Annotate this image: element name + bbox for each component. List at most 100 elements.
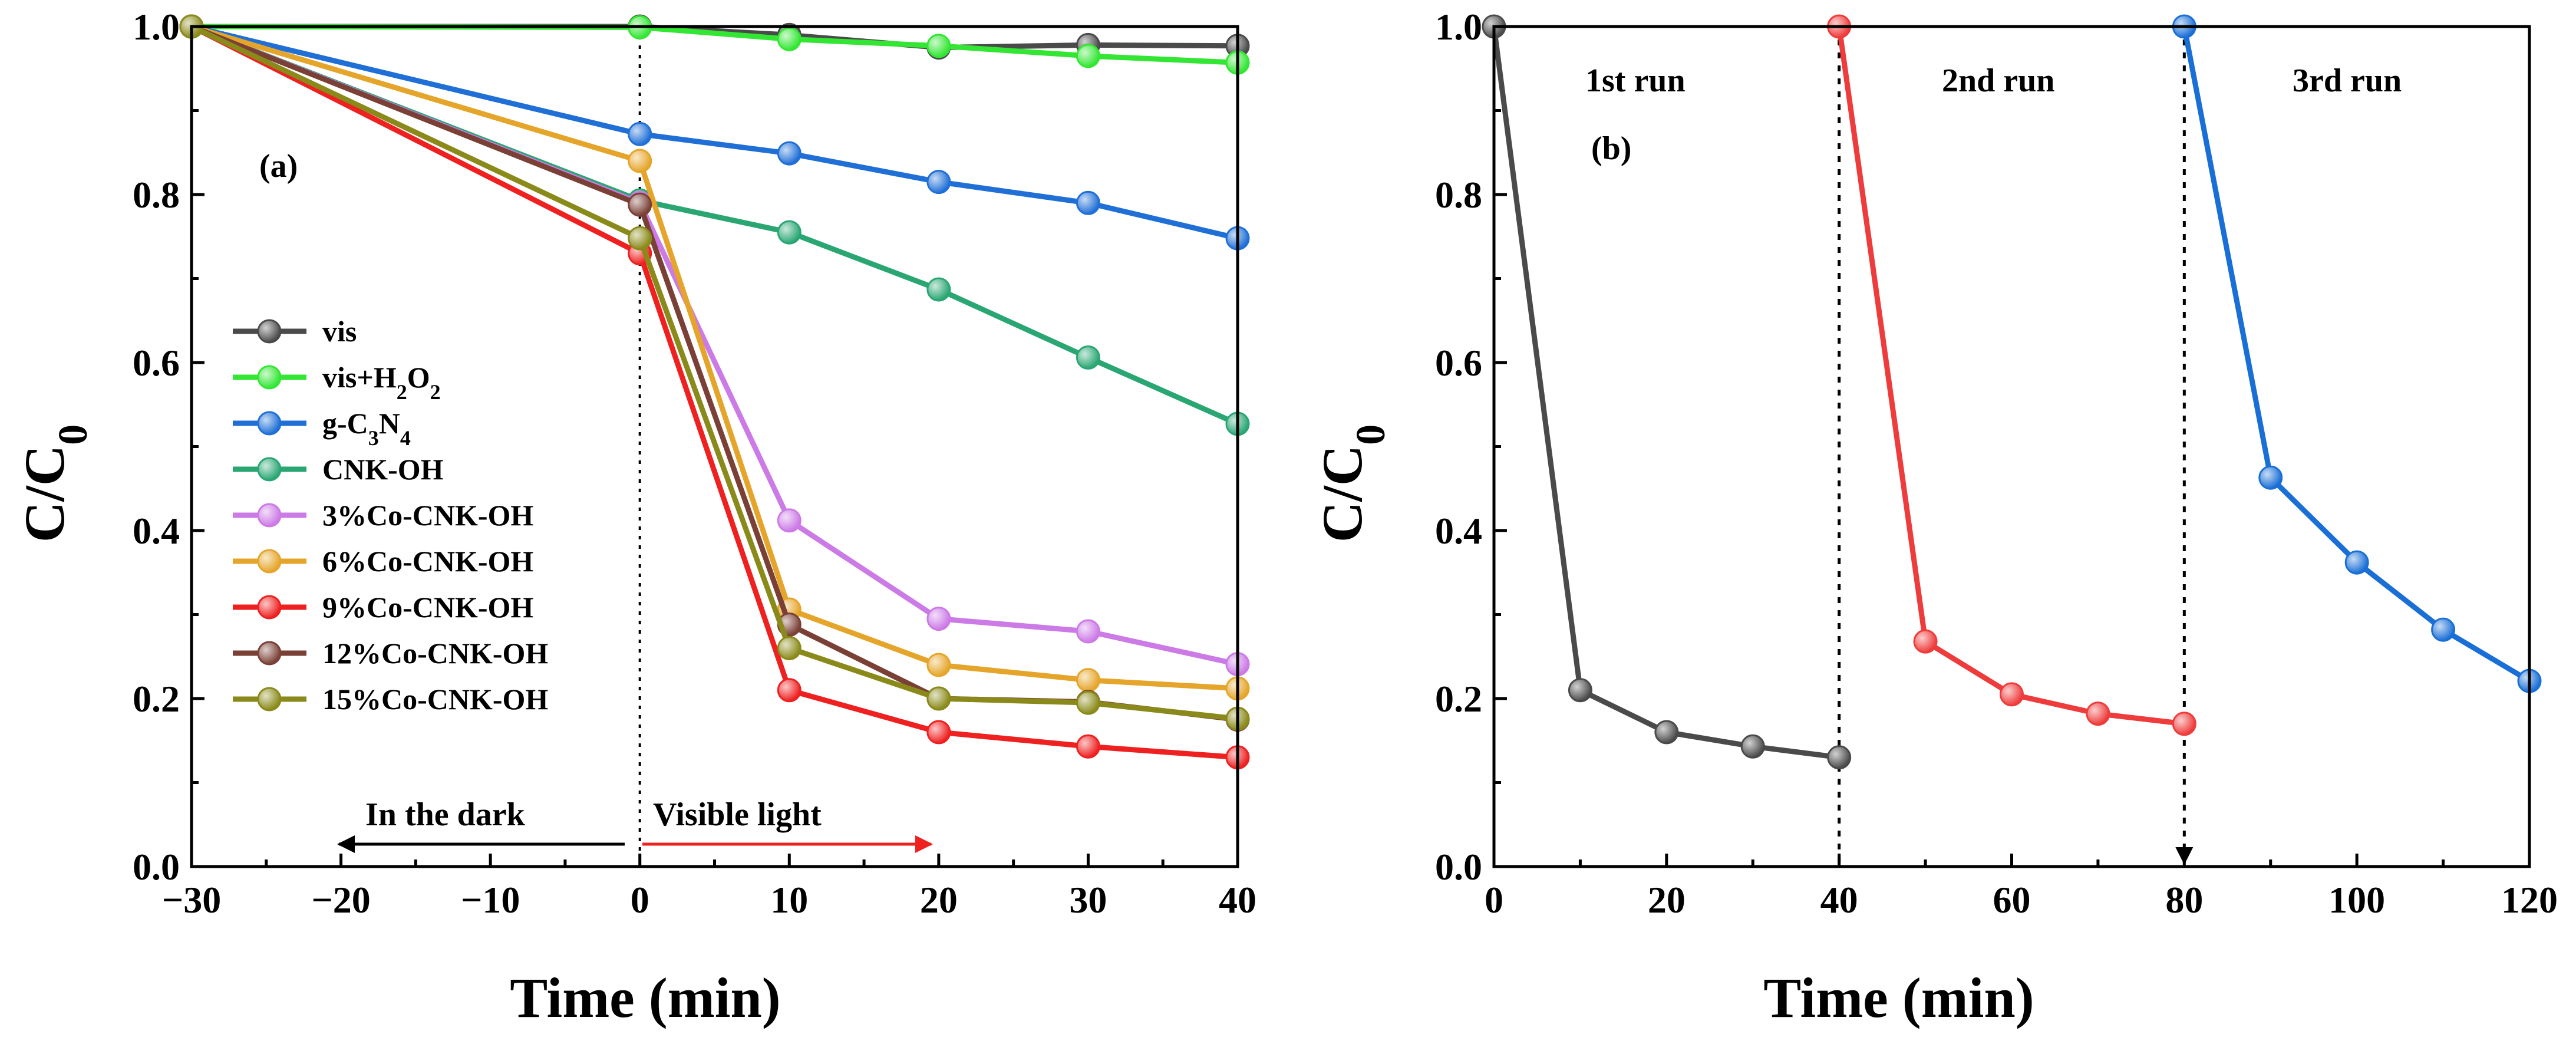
legend-label: 12%Co-CNK-OH bbox=[322, 637, 548, 670]
panel-b-ylabel: C/C0 bbox=[1311, 424, 1394, 542]
series-line-15-co-cnk-oh bbox=[190, 24, 1238, 722]
dark-label: In the dark bbox=[365, 796, 526, 833]
legend-marker bbox=[257, 641, 282, 666]
series-line-6-co-cnk-oh bbox=[190, 24, 1238, 691]
series-line-3rd-run bbox=[2181, 26, 2531, 683]
data-point bbox=[777, 678, 802, 703]
data-point bbox=[1076, 734, 1100, 759]
y-tick-label: 1.0 bbox=[1435, 6, 1482, 48]
data-point bbox=[628, 121, 652, 146]
series-line-9-co-cnk-oh bbox=[190, 24, 1238, 760]
legend-marker bbox=[257, 503, 282, 528]
data-point bbox=[1568, 678, 1592, 703]
data-point bbox=[1076, 345, 1100, 370]
panel-a-ylabel: C/C0 bbox=[13, 424, 96, 542]
legend-item: 6%Co-CNK-OH bbox=[233, 545, 533, 578]
y-tick-label: 0.6 bbox=[1435, 342, 1482, 384]
data-point bbox=[2172, 712, 2196, 736]
data-point bbox=[926, 720, 951, 745]
data-point bbox=[1654, 720, 1679, 745]
data-point bbox=[777, 141, 802, 166]
light-label: Visible light bbox=[653, 796, 822, 833]
data-point bbox=[1913, 629, 1938, 654]
legend-label: vis bbox=[322, 315, 357, 348]
x-tick-label: 10 bbox=[770, 879, 808, 921]
series-line-1st-run bbox=[1491, 26, 1840, 760]
x-tick-label: −30 bbox=[162, 879, 221, 921]
data-point bbox=[628, 226, 652, 251]
panel-a-axes: −30 −20 −10 0 10 20 30 40 0.0 0.2 0.4 0.6 0.8 1.0 bbox=[133, 6, 1256, 921]
panel-a: −30 −20 −10 0 10 20 30 40 0.0 0.2 0.4 0.6 0.8 1.0 vis… bbox=[13, 6, 1256, 1029]
panel-a-xlabel: Time (min) bbox=[510, 966, 781, 1029]
panel-a-label: (a) bbox=[259, 148, 298, 185]
y-tick-label: 1.0 bbox=[133, 6, 180, 48]
y-tick-label: 0.4 bbox=[1435, 510, 1482, 552]
run-label-3: 3rd run bbox=[2293, 62, 2402, 99]
legend-label: 15%Co-CNK-OH bbox=[322, 683, 548, 716]
x-tick-label: 30 bbox=[1069, 879, 1107, 921]
run-label-1: 1st run bbox=[1585, 62, 1686, 99]
legend-marker bbox=[257, 595, 282, 620]
y-tick-label: 0.2 bbox=[1435, 678, 1482, 720]
legend-item: 15%Co-CNK-OH bbox=[233, 683, 548, 716]
data-point bbox=[1076, 190, 1100, 215]
legend-item: 3%Co-CNK-OH bbox=[233, 499, 533, 532]
data-point bbox=[1740, 734, 1765, 759]
legend-item: 9%Co-CNK-OH bbox=[233, 591, 533, 624]
legend-label: g-C3N4 bbox=[322, 407, 411, 450]
data-point bbox=[777, 508, 802, 533]
x-tick-label: −10 bbox=[461, 879, 520, 921]
data-point bbox=[628, 149, 652, 173]
data-point bbox=[926, 170, 951, 195]
panel-a-annotations bbox=[337, 27, 933, 867]
data-point bbox=[1076, 690, 1100, 715]
legend-marker bbox=[257, 411, 282, 436]
y-tick-label: 0.6 bbox=[133, 342, 180, 384]
x-tick-label: 20 bbox=[1648, 879, 1686, 921]
y-tick-label: 0.2 bbox=[133, 678, 180, 720]
data-point bbox=[628, 192, 652, 217]
data-point bbox=[926, 34, 951, 58]
x-tick-label: 80 bbox=[2165, 879, 2203, 921]
y-tick-label: 0.4 bbox=[133, 510, 180, 552]
series-line-2nd-run bbox=[1836, 26, 2185, 727]
data-point bbox=[777, 636, 802, 660]
data-point bbox=[2258, 465, 2283, 490]
legend-item: vis bbox=[233, 315, 357, 348]
data-point bbox=[1076, 619, 1100, 644]
y-tick-label: 0.8 bbox=[1435, 174, 1482, 216]
legend-item: vis+H2O2 bbox=[233, 361, 441, 404]
x-tick-label: 120 bbox=[2501, 879, 2558, 921]
panel-b-annotations bbox=[1838, 27, 2194, 865]
data-point bbox=[2000, 682, 2024, 707]
series-line-g-c3n4 bbox=[190, 24, 1239, 241]
legend-label: CNK-OH bbox=[322, 453, 444, 486]
x-tick-label: 40 bbox=[1219, 879, 1256, 921]
data-point bbox=[1076, 44, 1100, 68]
legend-label: 3%Co-CNK-OH bbox=[322, 499, 533, 532]
panel-b-series bbox=[1482, 14, 2542, 770]
legend-item: CNK-OH bbox=[233, 453, 444, 486]
data-point bbox=[926, 277, 951, 302]
plot-frame bbox=[1492, 25, 2531, 868]
data-point bbox=[2431, 617, 2456, 642]
y-tick-label: 0.8 bbox=[133, 174, 180, 216]
legend-item: 12%Co-CNK-OH bbox=[233, 637, 548, 670]
x-tick-label: 40 bbox=[1820, 879, 1858, 921]
legend-marker bbox=[257, 687, 282, 712]
x-tick-label: 60 bbox=[1993, 879, 2031, 921]
x-tick-label: 20 bbox=[920, 879, 958, 921]
data-point bbox=[926, 607, 951, 631]
data-point bbox=[2344, 550, 2369, 575]
legend-marker bbox=[257, 365, 282, 390]
data-point bbox=[1076, 668, 1100, 693]
panel-b-axes: 0 20 40 60 80 100 120 0.0 0.2 0.4 0.6 0.8 1.0 bbox=[1435, 6, 2558, 921]
legend-marker bbox=[257, 457, 282, 482]
legend-label: 6%Co-CNK-OH bbox=[322, 545, 533, 578]
y-tick-label: 0.0 bbox=[1435, 846, 1482, 888]
panel-b-xlabel: Time (min) bbox=[1763, 966, 2034, 1029]
legend-label: vis+H2O2 bbox=[322, 361, 441, 404]
legend-marker bbox=[257, 549, 282, 574]
